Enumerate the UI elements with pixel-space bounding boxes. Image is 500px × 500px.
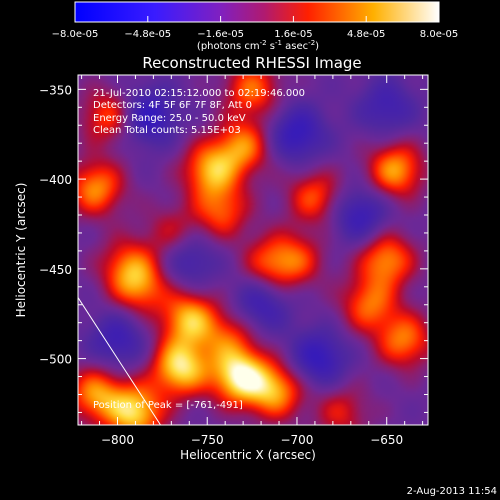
annotation-time: 21-Jul-2010 02:15:12.000 to 02:19:46.000	[93, 88, 305, 99]
colorbar-units: (photons cm-2 s-1 asec-2)	[197, 39, 319, 52]
colorbar-tick-label: −1.6e-05	[197, 29, 244, 40]
colorbar-ticks: −8.0e-05 −4.8e-05 −1.6e-05 1.6e-05 4.8e-05 8.…	[52, 16, 458, 40]
annotation-detectors: Detectors: 4F 5F 6F 7F 8F, Att 0	[93, 100, 252, 111]
y-tick-label: −350	[39, 83, 72, 97]
annotation-counts: Clean Total counts: 5.15E+03	[93, 125, 241, 136]
plot-frame	[77, 74, 429, 426]
y-axis-label: Heliocentric Y (arcsec)	[14, 183, 28, 318]
solar-limb-line	[78, 297, 161, 425]
colorbar-tick-label: −4.8e-05	[124, 29, 171, 40]
x-tick-label: −700	[280, 433, 313, 447]
x-tick-label: −800	[101, 433, 134, 447]
y-tick-label: −450	[39, 263, 72, 277]
axis-ticks: −800 −750 −700 −650 −350 −400 −450 −500	[39, 75, 428, 447]
x-tick-label: −650	[370, 433, 403, 447]
colorbar-tick-label: −8.0e-05	[52, 29, 99, 40]
colorbar-tick-label: 1.6e-05	[274, 29, 312, 40]
heatmap-image	[78, 75, 428, 425]
x-tick-label: −750	[191, 433, 224, 447]
x-axis-label: Heliocentric X (arcsec)	[180, 448, 316, 462]
y-tick-label: −400	[39, 173, 72, 187]
colorbar-tick-label: 4.8e-05	[347, 29, 385, 40]
peak-position-label: Position of Peak = [-761,-491]	[93, 400, 243, 411]
colorbar-tick-label: 8.0e-05	[420, 29, 458, 40]
footer-timestamp: 2-Aug-2013 11:54	[407, 486, 497, 497]
annotation-energy: Energy Range: 25.0 - 50.0 keV	[93, 113, 246, 124]
colorbar	[74, 1, 440, 23]
y-tick-label: −500	[39, 353, 72, 367]
chart-title: Reconstructed RHESSI Image	[142, 54, 361, 72]
annotation-block: 21-Jul-2010 02:15:12.000 to 02:19:46.000…	[93, 88, 305, 411]
